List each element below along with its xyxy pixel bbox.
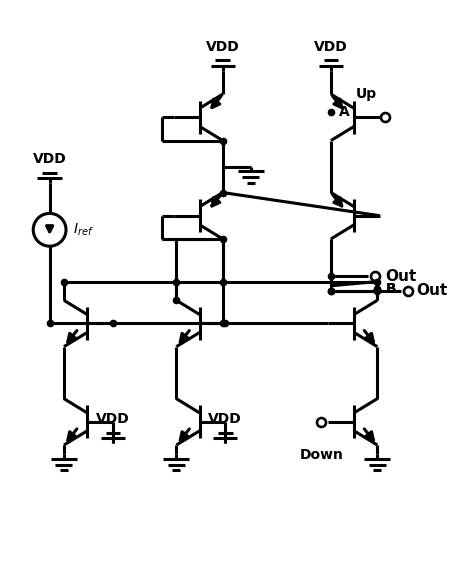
Text: Up: Up bbox=[355, 87, 376, 101]
Text: Down: Down bbox=[300, 448, 343, 462]
Text: Out: Out bbox=[385, 269, 416, 284]
Text: VDD: VDD bbox=[314, 39, 348, 54]
Text: $I_{ref}$: $I_{ref}$ bbox=[73, 221, 94, 238]
Text: VDD: VDD bbox=[209, 412, 242, 426]
Text: VDD: VDD bbox=[96, 412, 130, 426]
Text: B: B bbox=[386, 281, 396, 296]
Text: Out: Out bbox=[416, 283, 447, 298]
Text: B: B bbox=[386, 281, 396, 296]
Text: VDD: VDD bbox=[33, 152, 66, 166]
Text: VDD: VDD bbox=[206, 39, 239, 54]
Text: A: A bbox=[339, 105, 350, 120]
